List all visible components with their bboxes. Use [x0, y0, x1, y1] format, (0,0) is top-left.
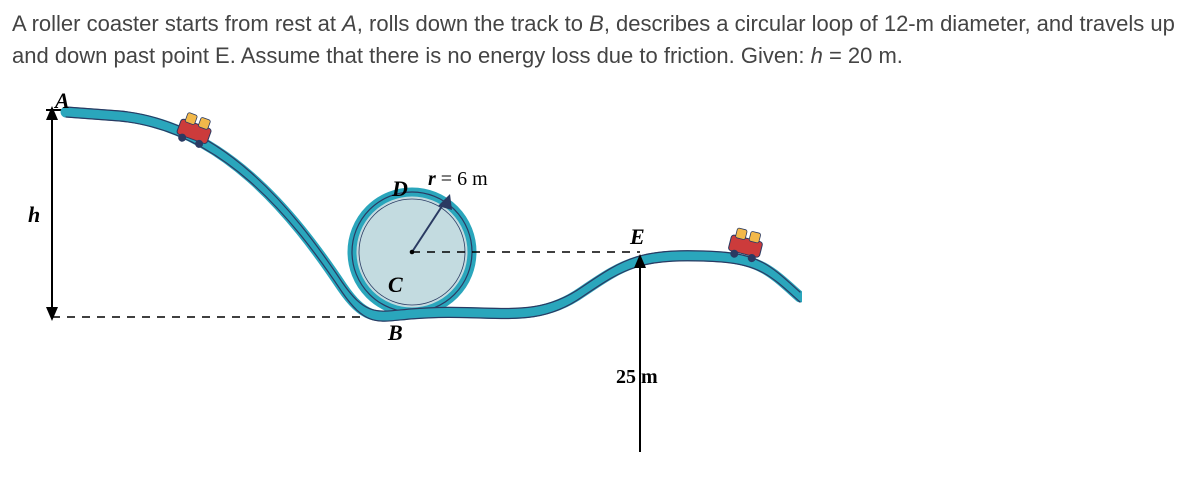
label-b: B [388, 320, 403, 346]
label-e-height: 25 m [616, 366, 658, 389]
label-radius: r = 6 m [428, 168, 488, 191]
loop-center-dot [410, 249, 415, 254]
problem-statement: A roller coaster starts from rest at A, … [12, 8, 1182, 72]
label-c: C [388, 272, 403, 298]
diagram-svg [22, 92, 802, 462]
label-e: E [630, 224, 645, 250]
h-arrow-down [46, 307, 58, 321]
label-h: h [28, 202, 40, 228]
label-d: D [392, 176, 408, 202]
roller-coaster-diagram: A h D C B E r = 6 m 25 m [22, 92, 802, 462]
label-a: A [55, 88, 70, 114]
